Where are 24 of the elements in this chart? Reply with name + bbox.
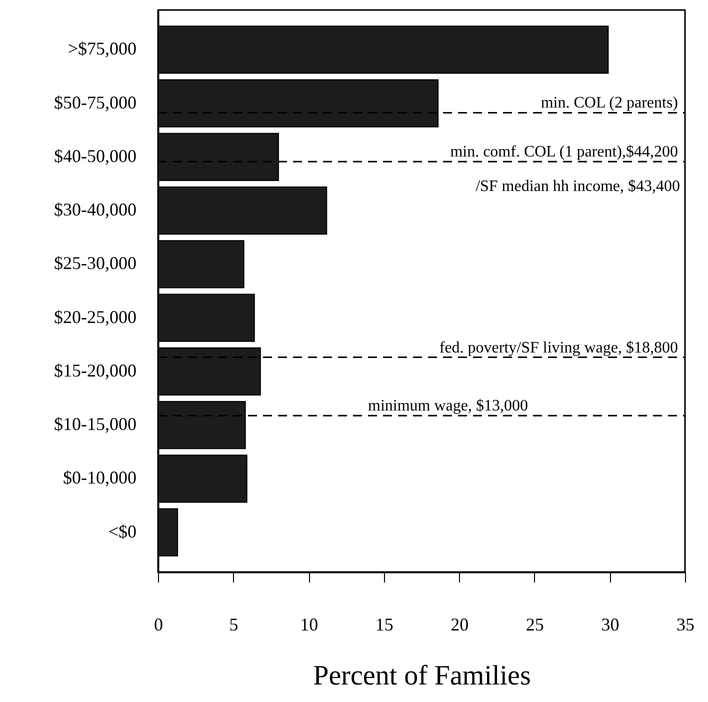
y-tick-label: <$0 [108,521,136,542]
y-tick-label: $10-15,000 [54,414,136,434]
x-tick-label: 5 [229,614,238,634]
ref-line-label: min. COL (2 parents) [540,94,678,112]
y-tick-label: $20-25,000 [54,306,136,327]
x-axis-title: Percent of Families [313,660,531,692]
x-tick-label: 0 [154,614,163,634]
y-tick-label: $30-40,000 [54,200,136,220]
y-tick-label: $40-50,000 [54,146,136,166]
x-tick-label: 30 [601,614,620,634]
x-tick-label: 15 [375,614,394,634]
ref-line-label: min. comf. COL (1 parent),$44,200 [450,144,678,161]
x-tick-label: 10 [300,614,318,634]
x-tick-label: 25 [526,614,544,634]
y-tick-label: $0-10,000 [63,468,136,488]
annotation: /SF median hh income, $43,400 [476,178,680,195]
x-tick-label: 35 [676,614,694,634]
y-tick-label: $15-20,000 [54,360,136,380]
x-tick-label: 20 [450,614,469,634]
y-tick-label: $50-75,000 [54,92,136,112]
ref-line-label: fed. poverty/SF living wage, $18,800 [439,339,678,356]
ref-line-label: minimum wage, $13,000 [368,398,528,415]
y-tick-label: $25-30,000 [54,253,136,274]
y-tick-label: >$75,000 [68,38,136,59]
